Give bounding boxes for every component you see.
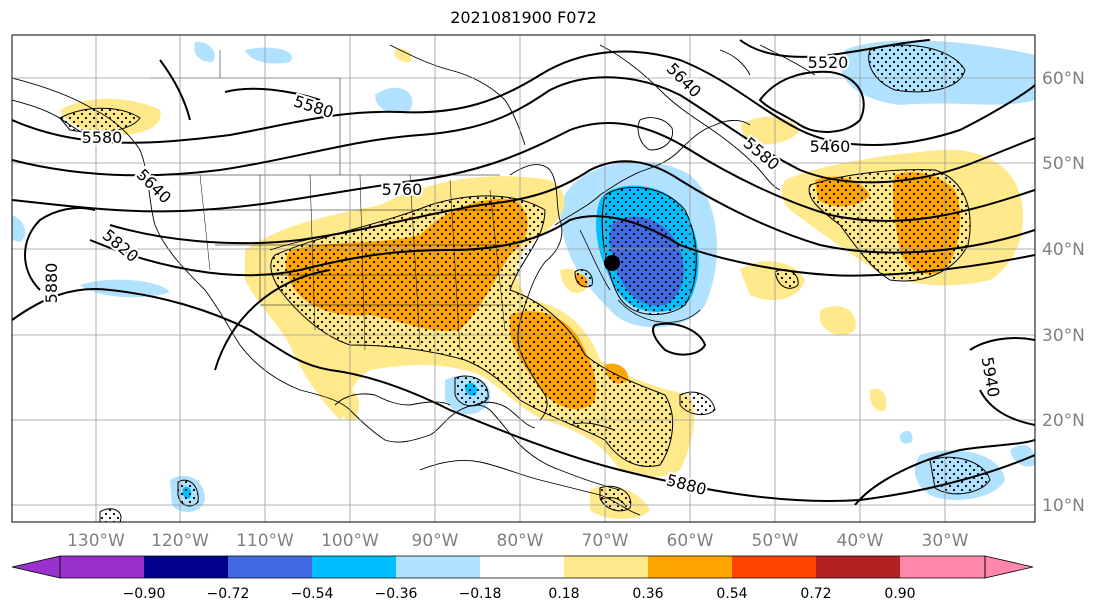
lon-label: 110°W — [236, 531, 294, 551]
colorbar-segment — [312, 556, 396, 578]
colorbar-tick-label: −0.18 — [459, 586, 502, 602]
colorbar-segment — [648, 556, 732, 578]
longitude-labels: 130°W 120°W 110°W 100°W 90°W 80°W 70°W 6… — [67, 531, 969, 551]
contour-label: 5580 — [82, 128, 123, 147]
colorbar-segment — [396, 556, 480, 578]
height-contours — [12, 39, 1035, 506]
colorbar-tick-label: 0.18 — [548, 586, 579, 602]
colorbar-segment — [144, 556, 228, 578]
lon-label: 100°W — [321, 531, 379, 551]
map-frame — [11, 34, 1036, 523]
lon-label: 70°W — [582, 531, 629, 551]
colorbar-segment — [900, 556, 985, 578]
storm-center-marker — [604, 255, 620, 271]
colorbar-segment — [480, 556, 564, 578]
contour-label: 5760 — [382, 180, 423, 199]
colorbar-extend-low — [11, 555, 61, 579]
ocean-background — [12, 35, 1035, 522]
colorbar-tick-label: 0.54 — [716, 586, 747, 602]
colorbar-frame — [59, 555, 986, 579]
colorbar-segment — [60, 556, 144, 578]
lon-label: 50°W — [752, 531, 799, 551]
colorbar-tick-label: 0.36 — [632, 586, 663, 602]
lon-label: 130°W — [67, 531, 125, 551]
colorbar-tick-label: −0.54 — [291, 586, 334, 602]
contour-label: 5880 — [42, 263, 61, 304]
significance-outlines — [269, 229, 701, 323]
lon-label: 40°W — [837, 531, 884, 551]
lon-label: 120°W — [151, 531, 209, 551]
graticule — [12, 35, 1035, 522]
lat-label: 60°N — [1042, 69, 1085, 89]
colorbar-tick-label: −0.72 — [207, 586, 250, 602]
lat-label: 40°N — [1042, 240, 1085, 260]
lat-label: 10°N — [1042, 496, 1085, 516]
contour-label: 5520 — [808, 53, 849, 72]
colorbar-tick-label: −0.36 — [375, 586, 418, 602]
significance-stippling — [59, 44, 991, 522]
map-title: 2021081900 F072 — [450, 8, 597, 27]
colorbar-ticks: −0.90 −0.72 −0.54 −0.36 −0.18 0.18 0.36 … — [123, 586, 916, 602]
lon-label: 60°W — [667, 531, 714, 551]
colorbar-extend-high — [984, 555, 1034, 579]
colorbar-tick-label: 0.72 — [800, 586, 831, 602]
colorbar-tick-label: −0.90 — [123, 586, 166, 602]
colorbar-segment — [816, 556, 900, 578]
lon-label: 90°W — [412, 531, 459, 551]
colorbar-segment — [732, 556, 816, 578]
contour-label: 5460 — [810, 137, 851, 156]
map-area — [12, 35, 1035, 522]
lat-label: 20°N — [1042, 411, 1085, 431]
lon-label: 30°W — [922, 531, 969, 551]
latitude-labels: 60°N 50°N 40°N 30°N 20°N 10°N — [1042, 69, 1085, 516]
land-outlines — [12, 44, 816, 516]
colorbar-tick-label: 0.90 — [884, 586, 915, 602]
colorbar-segment — [564, 556, 648, 578]
lat-label: 30°N — [1042, 326, 1085, 346]
lon-label: 80°W — [497, 531, 544, 551]
colorbar: −0.90 −0.72 −0.54 −0.36 −0.18 0.18 0.36 … — [11, 555, 1034, 602]
lat-label: 50°N — [1042, 154, 1085, 174]
colorbar-segment — [228, 556, 312, 578]
